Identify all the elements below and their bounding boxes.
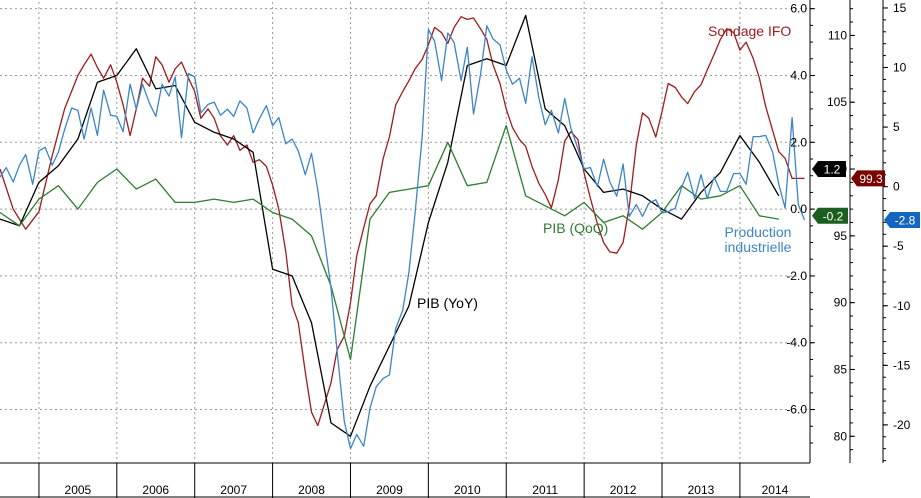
right-tick-label-10: 10 [893,61,907,75]
year-label-2012: 2012 [610,483,637,497]
series-label-line: PIB (YoY) [417,295,478,311]
year-label-2007: 2007 [220,483,247,497]
year-label-2010: 2010 [454,483,481,497]
middle-tick-label-90: 90 [834,296,848,310]
grid [0,2,810,463]
middle-tick-label-80: 80 [834,429,848,443]
right-tick-label-15: 15 [893,1,907,15]
middle-tick-label-85: 85 [834,362,848,376]
end-tag-production-industrielle [884,211,920,228]
left-tick-label-6-0: 6.0 [790,2,807,16]
end-value-tags: 99.3 1.2 -0.2 -2.8 [812,161,920,228]
year-label-2013: 2013 [688,483,715,497]
end-tag-label-pib-qoq: -0.2 [823,209,844,223]
right-tick-label-5: -5 [893,239,904,253]
middle-tick-label-95: 95 [834,229,848,243]
right-tick-label-20: -20 [893,418,911,432]
year-label-2005: 2005 [65,483,92,497]
series-label-pib-qoq: PIB (QoQ) [543,220,608,236]
left-tick-label-0-0: 0.0 [790,202,807,216]
end-tag-pib-qoq [812,207,848,224]
year-label-2011: 2011 [532,483,558,497]
series-line-pib-qoq [0,124,779,361]
year-label-2014: 2014 [762,483,789,497]
series-lines [0,14,806,450]
end-tag-label-production-industrielle: -2.8 [895,213,916,227]
middle-tick-label-110: 110 [828,28,847,42]
middle-tick-label-105: 105 [827,95,847,109]
year-label-2006: 2006 [142,483,169,497]
end-tag-pib-yoy [812,161,846,178]
series-line-production-industrielle [0,25,806,450]
right-tick-label-10: -10 [893,299,911,313]
left-tick-label-4-0: -4.0 [786,336,807,350]
end-tag-label-sondage-ifo: 99.3 [859,172,883,186]
left-tick-label-2-0: -2.0 [786,269,807,283]
series-line-sondage-ifo [0,16,805,427]
end-tag-sondage-ifo [851,170,885,187]
series-label-line: Production [725,224,792,240]
series-label-pib-yoy: PIB (YoY) [417,295,478,311]
year-label-2009: 2009 [376,483,403,497]
series-label-sondage-ifo: Sondage IFO [708,23,791,39]
left-tick-label-6-0: -6.0 [786,403,807,417]
end-tag-label-pib-yoy: 1.2 [824,163,841,177]
left-tick-label-2-0: 2.0 [790,135,807,149]
series-label-line: industrielle [725,239,792,255]
left-tick-label-4-0: 4.0 [790,68,807,82]
right-tick-label-15: -15 [893,358,911,372]
right-tick-label-5: 5 [893,120,900,134]
series-label-line: PIB (QoQ) [543,220,608,236]
series-line-pib-yoy [0,14,780,437]
right-tick-label-0: 0 [893,180,900,194]
series-labels: Sondage IFO PIB (YoY) PIB (QoQ) Production i… [417,23,792,311]
year-label-2008: 2008 [298,483,325,497]
series-label-line: Sondage IFO [708,23,791,39]
series-label-production-industrielle: Production industrielle [725,224,792,255]
